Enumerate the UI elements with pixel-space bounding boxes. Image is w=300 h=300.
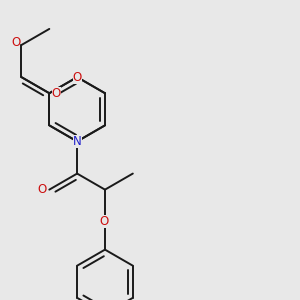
Text: O: O <box>52 87 61 100</box>
Text: O: O <box>99 215 109 228</box>
Text: O: O <box>11 36 20 50</box>
Text: O: O <box>37 183 46 196</box>
Text: O: O <box>73 70 82 84</box>
Text: N: N <box>73 135 82 148</box>
